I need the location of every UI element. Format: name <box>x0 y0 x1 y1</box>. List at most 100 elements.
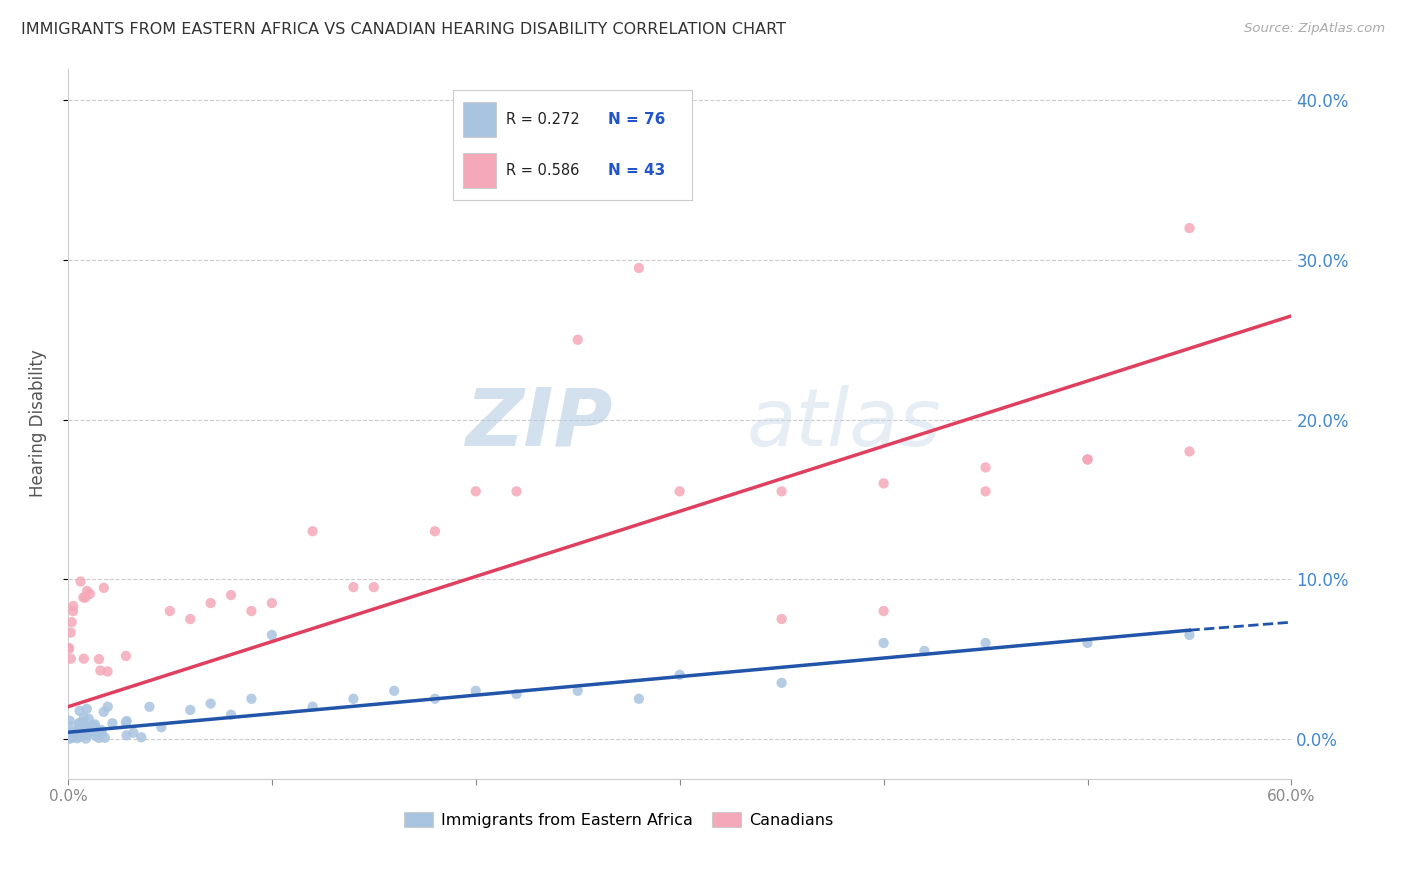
Point <box>66 731 89 746</box>
Point <box>70 720 93 734</box>
Point <box>505 687 527 701</box>
Point <box>90 723 112 737</box>
Point <box>60 730 83 744</box>
Point <box>58 714 80 728</box>
Point <box>73 651 96 665</box>
Point <box>93 581 115 595</box>
Point <box>89 724 111 739</box>
Point <box>58 641 80 656</box>
Point <box>627 260 650 275</box>
Point <box>62 731 84 745</box>
Point <box>76 728 98 742</box>
Point <box>87 731 110 745</box>
Point <box>60 615 83 630</box>
Point <box>138 699 160 714</box>
Point <box>219 707 242 722</box>
Point <box>93 705 115 719</box>
Point <box>260 628 283 642</box>
Point <box>115 715 138 730</box>
Point <box>75 731 97 746</box>
Point <box>301 524 323 539</box>
Point <box>770 484 793 499</box>
Point <box>90 726 112 740</box>
Point <box>1076 452 1098 467</box>
Point <box>76 583 98 598</box>
Y-axis label: Hearing Disability: Hearing Disability <box>30 350 46 498</box>
Point <box>79 587 101 601</box>
Point <box>75 726 97 740</box>
Point <box>67 730 90 744</box>
Point <box>179 612 201 626</box>
Point <box>1076 452 1098 467</box>
Point <box>240 691 263 706</box>
Text: atlas: atlas <box>747 384 942 463</box>
Point <box>75 591 97 605</box>
Point <box>150 720 173 734</box>
Point <box>62 599 84 613</box>
Point <box>179 703 201 717</box>
Point <box>62 604 84 618</box>
Point <box>76 702 98 716</box>
Point <box>59 731 82 746</box>
Point <box>58 640 80 655</box>
Point <box>423 691 446 706</box>
Point <box>115 714 138 728</box>
Point <box>301 699 323 714</box>
Point <box>912 644 935 658</box>
Point <box>94 731 117 745</box>
Point <box>159 604 181 618</box>
Point <box>59 625 82 640</box>
Legend: Immigrants from Eastern Africa, Canadians: Immigrants from Eastern Africa, Canadian… <box>398 806 839 835</box>
Point <box>72 725 94 739</box>
Point <box>59 731 82 746</box>
Point <box>1076 636 1098 650</box>
Point <box>129 731 152 745</box>
Point <box>70 715 93 730</box>
Point <box>59 652 82 666</box>
Point <box>668 668 690 682</box>
Point <box>73 725 96 739</box>
Point <box>974 484 997 499</box>
Point <box>115 648 138 663</box>
Text: IMMIGRANTS FROM EASTERN AFRICA VS CANADIAN HEARING DISABILITY CORRELATION CHART: IMMIGRANTS FROM EASTERN AFRICA VS CANADI… <box>21 22 786 37</box>
Point <box>1178 628 1201 642</box>
Point <box>423 524 446 539</box>
Point <box>72 591 94 605</box>
Point <box>200 596 222 610</box>
Point <box>260 596 283 610</box>
Point <box>65 729 87 743</box>
Point <box>974 460 997 475</box>
Point <box>84 729 107 743</box>
Point <box>464 683 486 698</box>
Point <box>65 728 87 742</box>
Point <box>200 697 222 711</box>
Point <box>58 719 80 733</box>
Point <box>668 484 690 499</box>
Point <box>342 580 364 594</box>
Point <box>115 728 138 742</box>
Point <box>382 683 405 698</box>
Point <box>363 580 385 594</box>
Point <box>73 721 96 735</box>
Point <box>101 716 124 731</box>
Point <box>122 725 145 739</box>
Point <box>82 718 104 732</box>
Point <box>84 717 107 731</box>
Point <box>770 612 793 626</box>
Point <box>67 717 90 731</box>
Point <box>73 723 96 737</box>
Point <box>79 725 101 739</box>
Point <box>72 728 94 742</box>
Point <box>1178 444 1201 458</box>
Point <box>70 727 93 741</box>
Point <box>72 722 94 736</box>
Point <box>69 574 91 589</box>
Point <box>627 691 650 706</box>
Point <box>464 484 486 499</box>
Point <box>240 604 263 618</box>
Point <box>342 691 364 706</box>
Point <box>505 484 527 499</box>
Point <box>62 726 84 740</box>
Point <box>219 588 242 602</box>
Point <box>69 704 91 718</box>
